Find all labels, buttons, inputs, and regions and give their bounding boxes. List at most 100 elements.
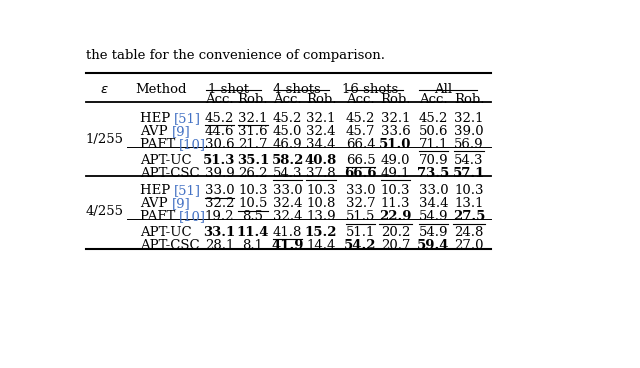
Text: 50.6: 50.6 [419,125,448,138]
Text: 32.2: 32.2 [205,197,234,210]
Text: 44.6: 44.6 [205,125,234,138]
Text: 33.0: 33.0 [273,184,303,197]
Text: 4/255: 4/255 [86,205,124,218]
Text: 58.2: 58.2 [271,153,304,166]
Text: 73.5: 73.5 [417,167,449,180]
Text: 45.2: 45.2 [419,112,448,125]
Text: 20.2: 20.2 [381,226,410,239]
Text: 45.2: 45.2 [205,112,234,125]
Text: 32.1: 32.1 [238,112,268,125]
Text: 13.9: 13.9 [306,210,336,223]
Text: 39.9: 39.9 [205,167,234,180]
Text: APT-UC: APT-UC [140,226,191,239]
Text: 20.7: 20.7 [381,239,410,252]
Text: 59.4: 59.4 [417,239,450,252]
Text: 30.6: 30.6 [205,138,234,151]
Text: PAFT: PAFT [140,210,179,223]
Text: $\epsilon$: $\epsilon$ [100,83,109,96]
Text: 1 shot: 1 shot [208,83,249,96]
Text: 49.1: 49.1 [381,167,410,180]
Text: 51.0: 51.0 [380,138,412,151]
Text: HEP: HEP [140,184,174,197]
Text: 54.9: 54.9 [419,226,448,239]
Text: [9]: [9] [172,197,190,210]
Text: 45.7: 45.7 [346,125,375,138]
Text: 56.9: 56.9 [454,138,484,151]
Text: 57.1: 57.1 [453,167,485,180]
Text: [9]: [9] [172,125,190,138]
Text: 54.3: 54.3 [454,153,484,166]
Text: 45.2: 45.2 [273,112,302,125]
Text: 31.6: 31.6 [238,125,268,138]
Text: 66.4: 66.4 [346,138,376,151]
Text: 19.2: 19.2 [205,210,234,223]
Text: 8.5: 8.5 [243,210,263,223]
Text: AVP: AVP [140,197,172,210]
Text: 10.3: 10.3 [307,184,336,197]
Text: 33.0: 33.0 [419,184,448,197]
Text: 14.4: 14.4 [307,239,336,252]
Text: 34.4: 34.4 [307,138,336,151]
Text: 32.4: 32.4 [273,210,303,223]
Text: 24.8: 24.8 [454,226,484,239]
Text: APT-CSC: APT-CSC [140,167,199,180]
Text: 51.3: 51.3 [204,153,236,166]
Text: 33.0: 33.0 [346,184,376,197]
Text: 27.5: 27.5 [453,210,485,223]
Text: 51.1: 51.1 [346,226,375,239]
Text: HEP: HEP [140,112,174,125]
Text: 22.9: 22.9 [379,210,412,223]
Text: 4 shots: 4 shots [273,83,321,96]
Text: Rob.: Rob. [454,93,484,106]
Text: [10]: [10] [179,138,206,151]
Text: 32.1: 32.1 [307,112,336,125]
Text: 10.3: 10.3 [381,184,410,197]
Text: [10]: [10] [179,210,206,223]
Text: APT-CSC: APT-CSC [140,239,199,252]
Text: AVP: AVP [140,125,172,138]
Text: 66.6: 66.6 [344,167,377,180]
Text: 45.2: 45.2 [346,112,375,125]
Text: Acc.: Acc. [205,93,234,106]
Text: 33.1: 33.1 [204,226,236,239]
Text: 32.1: 32.1 [381,112,410,125]
Text: Rob.: Rob. [237,93,268,106]
Text: 10.3: 10.3 [454,184,484,197]
Text: Rob.: Rob. [306,93,336,106]
Text: 33.0: 33.0 [205,184,234,197]
Text: All: All [435,83,452,96]
Text: Acc.: Acc. [273,93,302,106]
Text: 54.2: 54.2 [344,239,377,252]
Text: 39.0: 39.0 [454,125,484,138]
Text: [51]: [51] [174,112,201,125]
Text: 45.0: 45.0 [273,125,302,138]
Text: 13.1: 13.1 [454,197,484,210]
Text: Rob.: Rob. [380,93,411,106]
Text: 32.4: 32.4 [307,125,336,138]
Text: 70.9: 70.9 [419,153,448,166]
Text: APT-UC: APT-UC [140,153,191,166]
Text: 16 shots: 16 shots [342,83,398,96]
Text: 66.5: 66.5 [346,153,376,166]
Text: PAFT: PAFT [140,138,179,151]
Text: 41.9: 41.9 [271,239,304,252]
Text: 10.5: 10.5 [238,197,268,210]
Text: Acc.: Acc. [346,93,375,106]
Text: 37.8: 37.8 [306,167,336,180]
Text: 27.0: 27.0 [454,239,484,252]
Text: 34.4: 34.4 [419,197,448,210]
Text: 32.4: 32.4 [273,197,303,210]
Text: 10.3: 10.3 [238,184,268,197]
Text: the table for the convenience of comparison.: the table for the convenience of compari… [86,49,385,62]
Text: 54.3: 54.3 [273,167,303,180]
Text: 49.0: 49.0 [381,153,410,166]
Text: 8.1: 8.1 [243,239,263,252]
Text: 40.8: 40.8 [305,153,337,166]
Text: Method: Method [136,83,187,96]
Text: 10.8: 10.8 [307,197,336,210]
Text: 26.2: 26.2 [238,167,268,180]
Text: 11.3: 11.3 [381,197,410,210]
Text: 32.7: 32.7 [346,197,376,210]
Text: [51]: [51] [174,184,201,197]
Text: 33.6: 33.6 [381,125,410,138]
